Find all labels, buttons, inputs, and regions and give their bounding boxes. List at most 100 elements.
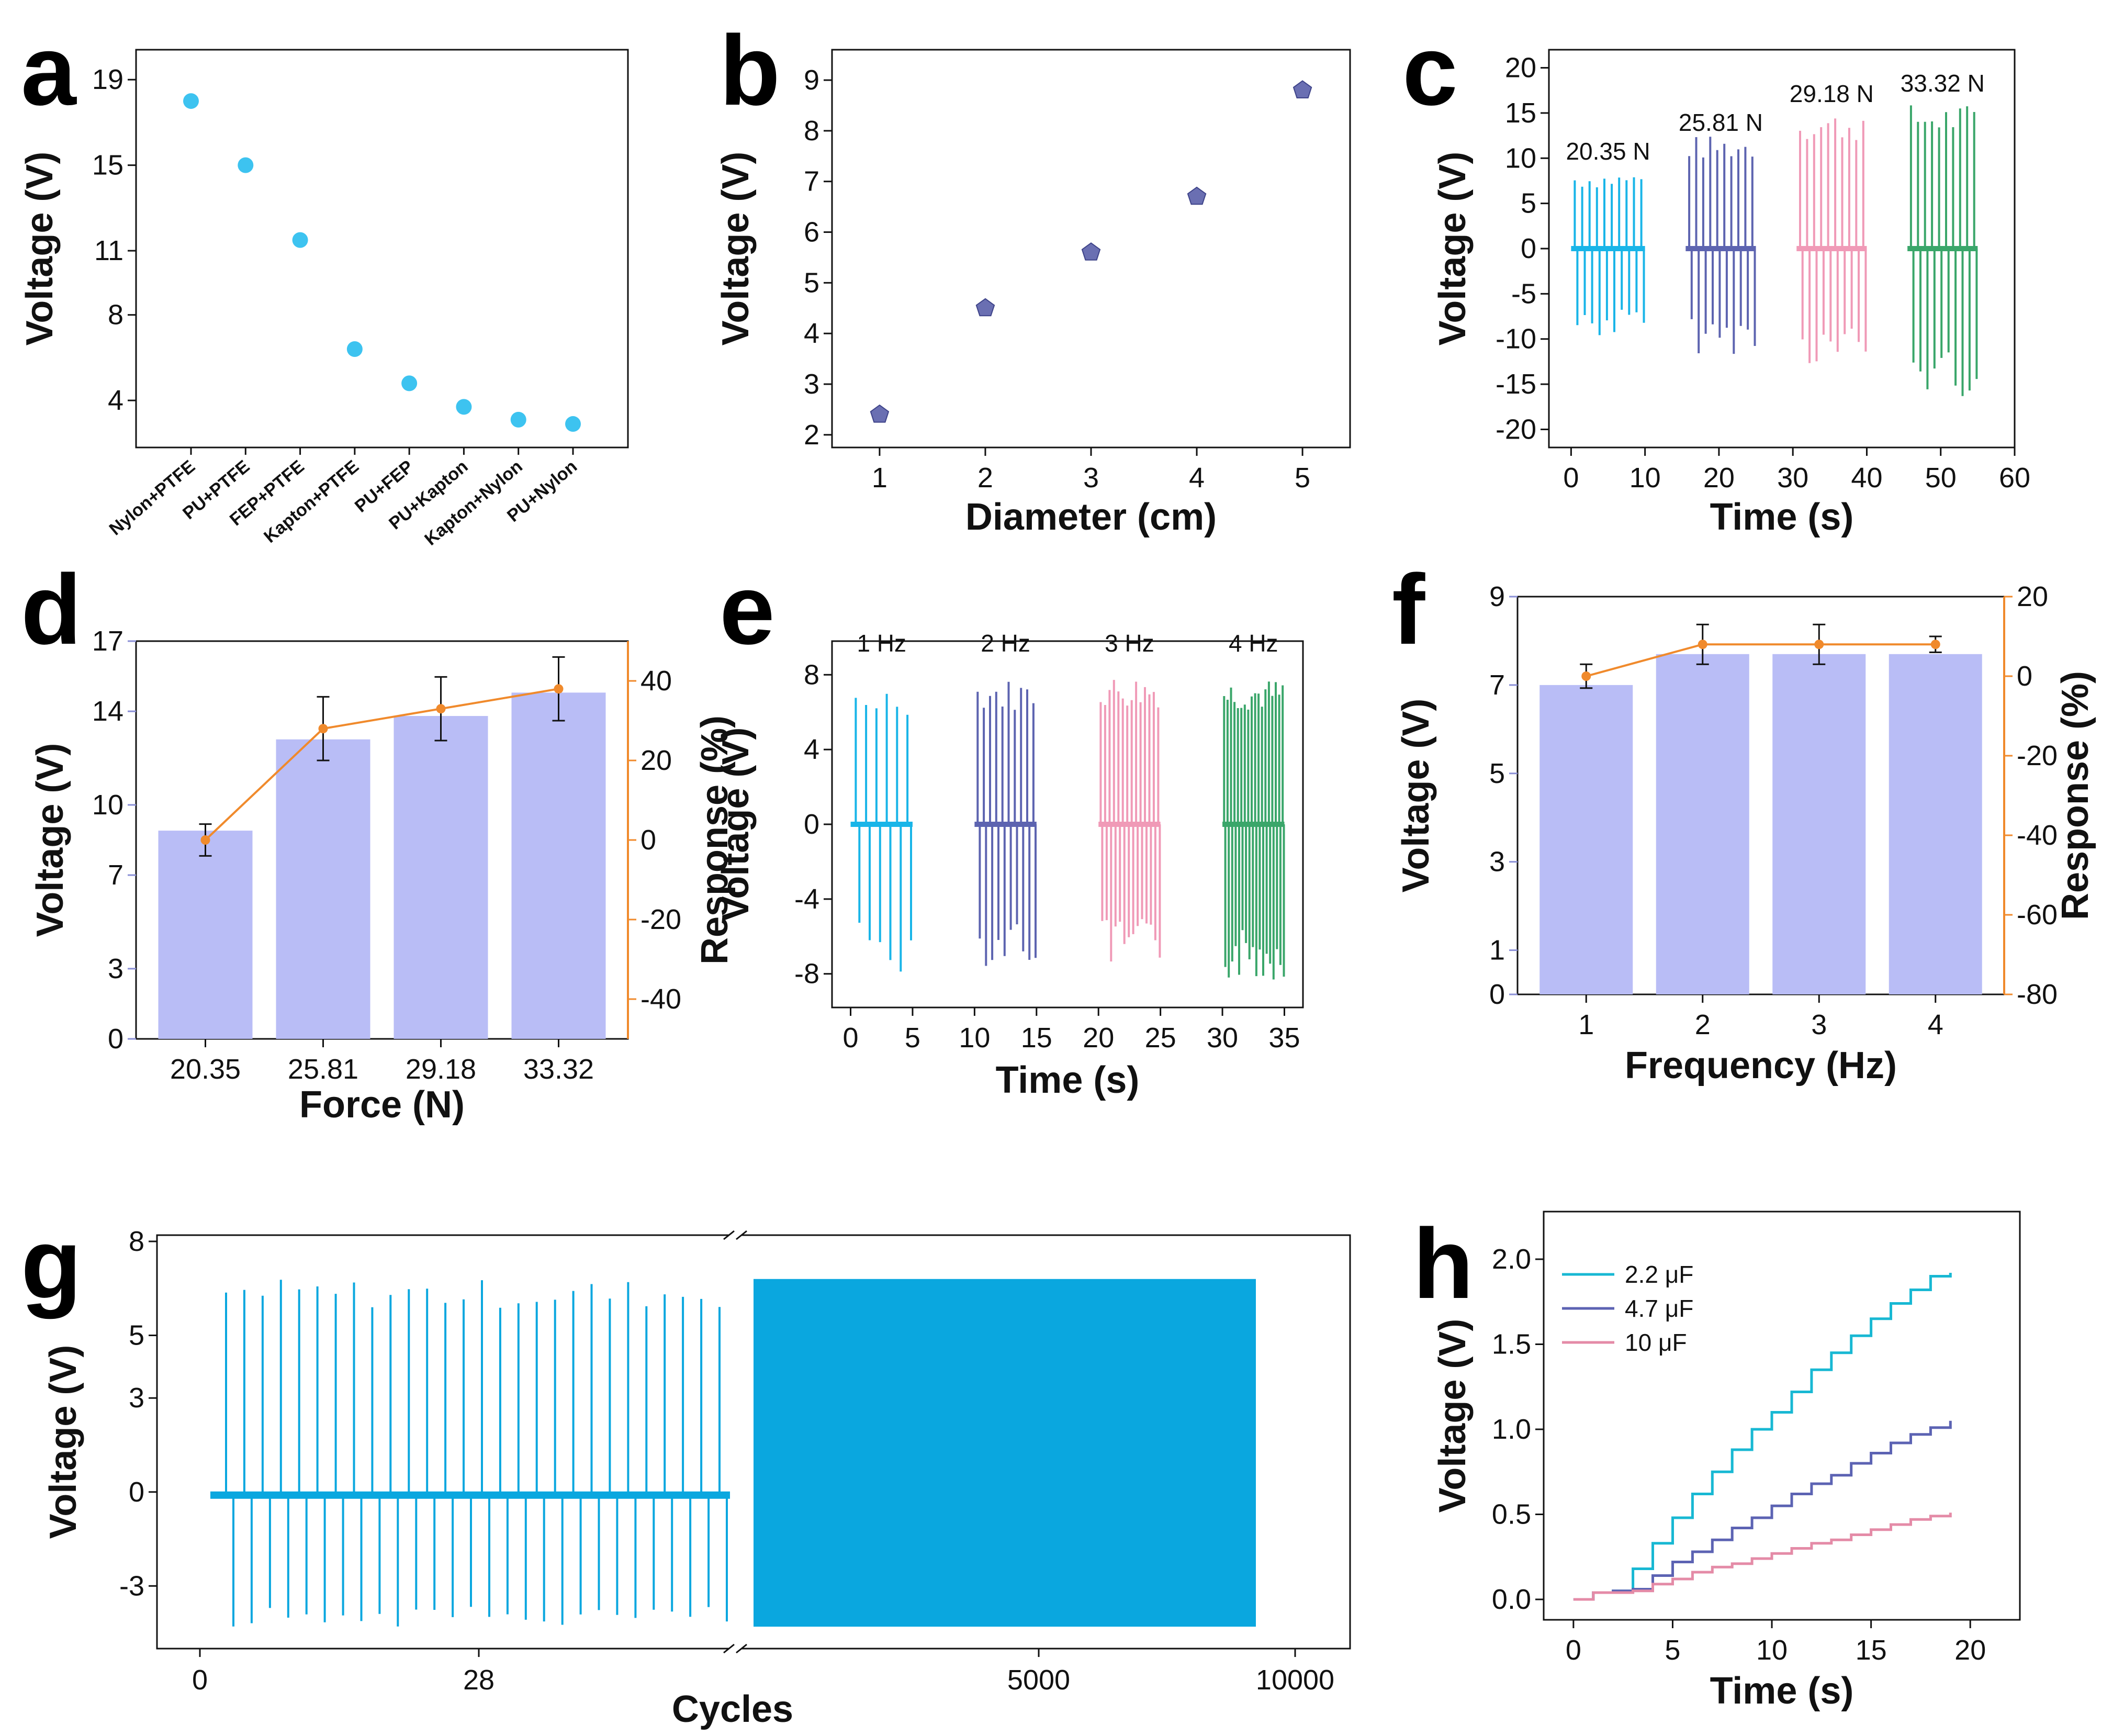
x-tick-label: 30: [1207, 1022, 1238, 1054]
axes-frame: [135, 49, 629, 449]
series-4-spikes: [1909, 105, 1978, 396]
response-point: [1930, 640, 1940, 649]
x-tick-label: 5000: [1007, 1664, 1070, 1696]
x-tick-label: 5: [1665, 1634, 1680, 1666]
x-tick-label: 0: [843, 1022, 859, 1054]
y-tick-label: 2: [804, 419, 819, 451]
x-axis-label: Time (s): [1710, 496, 1854, 538]
panel-label-c: c: [1402, 15, 1458, 126]
y-tick-label: 17: [92, 625, 123, 657]
x-tick-label: 40: [1851, 462, 1882, 494]
bar: [276, 739, 370, 1039]
response-point: [200, 835, 210, 845]
x-tick-label: 28: [463, 1664, 495, 1696]
x-tick-label: 10: [1756, 1634, 1788, 1666]
y-tick-label: 9: [804, 64, 819, 96]
y-tick-label: 0.5: [1492, 1499, 1531, 1530]
y2-tick-label: -40: [640, 983, 681, 1015]
legend-label: 4.7 μF: [1625, 1295, 1693, 1322]
y-axis-label: Voltage (V): [29, 743, 71, 937]
chart-panel-f: 1 2 3 4 0 1 3 5 7 9 -80 -60 -40 -20 0 20 Voltage (V) Resp…: [1395, 581, 2096, 1087]
y-tick-label: 11: [94, 235, 123, 266]
chart-panel-c: -20 -15 -10 -5 0 5 10 15 20 0 10 20 30 40 50 60 Voltage …: [1432, 49, 2030, 538]
y-tick-label: 1.5: [1492, 1329, 1531, 1360]
data-point: [975, 298, 995, 317]
series-label: 2 Hz: [981, 630, 1030, 657]
x-axis-label: Cycles: [672, 1688, 793, 1730]
x-tick-label: 10: [1629, 462, 1661, 494]
y-tick-label: 3: [1489, 846, 1505, 878]
bar: [394, 716, 488, 1039]
y2-tick-label: -80: [2017, 979, 2058, 1010]
x-tick-label: 3: [1083, 462, 1099, 494]
x-tick-label: 10: [959, 1022, 990, 1054]
y-tick-label: 5: [129, 1320, 144, 1351]
series-4-spikes: [1223, 681, 1285, 980]
y-axis-label: Voltage (V): [715, 152, 757, 346]
bar: [1656, 654, 1749, 994]
series-line-3: [1573, 1513, 1952, 1601]
x-tick-label: 4: [1189, 462, 1205, 494]
x-tick-label: 2: [1695, 1009, 1711, 1040]
data-point: [1293, 80, 1312, 98]
y-axis-label: Voltage (V): [1432, 152, 1474, 346]
data-point: [565, 416, 581, 432]
x-tick-label: 25.81: [288, 1054, 358, 1085]
series-line-1: [1573, 1273, 1952, 1601]
y-tick-label: 15: [1505, 97, 1536, 129]
series-label: 33.32 N: [1901, 70, 1985, 97]
dense-signal-block: [754, 1279, 1256, 1627]
data-point: [1081, 242, 1101, 261]
response-point: [1814, 640, 1824, 649]
y-tick-label: 7: [804, 166, 819, 197]
x-tick-label: 20: [1083, 1022, 1114, 1054]
x-tick-label: 5: [1295, 462, 1310, 494]
x-tick-label: 60: [1999, 462, 2030, 494]
y-tick-label: -5: [1511, 278, 1536, 309]
axes-frame: [1543, 1211, 2021, 1621]
y-tick-label: 10: [92, 789, 123, 821]
y-tick-label: 4: [804, 318, 819, 349]
y-tick-label: 3: [108, 953, 123, 984]
y-tick-label: 3: [129, 1382, 144, 1414]
x-tick-label: 25: [1145, 1022, 1176, 1054]
y-tick-label: 4: [804, 734, 819, 765]
x-tick-label: 1: [1578, 1009, 1594, 1040]
y-axis-label: Response (%): [2054, 671, 2096, 920]
series-3-spikes: [1799, 118, 1867, 363]
chart-panel-h: 0.0 0.5 1.0 1.5 2.0 0 5 10 15 20 Voltage (V) Time (…: [1432, 1211, 2021, 1712]
series-label: 4 Hz: [1229, 630, 1278, 657]
x-tick-label: 50: [1925, 462, 1957, 494]
y2-tick-label: -60: [2017, 899, 2058, 931]
y-tick-label: 7: [108, 859, 123, 891]
data-point: [510, 411, 526, 428]
y-axis-label: Response (%): [694, 715, 736, 965]
y2-tick-label: -20: [640, 904, 681, 935]
y-tick-label: -4: [794, 883, 819, 915]
panel-label-a: a: [21, 15, 77, 126]
panel-label-g: g: [21, 1208, 82, 1319]
panel-label-h: h: [1413, 1208, 1474, 1319]
series-2-spikes: [1688, 137, 1756, 354]
data-point: [346, 341, 363, 357]
x-tick-label: 10000: [1256, 1664, 1334, 1696]
y-tick-label: 2.0: [1492, 1244, 1531, 1275]
y-axis-label: Voltage (V): [19, 152, 61, 346]
panel-label-f: f: [1392, 554, 1425, 665]
y-tick-label: 8: [804, 115, 819, 147]
x-tick-label: 20: [1954, 1634, 1986, 1666]
y-tick-label: -15: [1496, 368, 1536, 400]
y-tick-label: 8: [108, 299, 123, 331]
x-tick-label: 0: [1563, 462, 1579, 494]
chart-panel-g: -3 0 3 5 8 Voltage (V) Cycles 0 28 5000 10000: [42, 1226, 1351, 1730]
x-tick-label: 2: [977, 462, 993, 494]
data-point: [292, 232, 308, 248]
y-tick-label: 1.0: [1492, 1414, 1531, 1445]
y-tick-label: 5: [1521, 188, 1536, 219]
series-label: 25.81 N: [1679, 109, 1763, 136]
x-tick-label: 5: [905, 1022, 920, 1054]
response-line: [1586, 643, 1936, 677]
series-line-2: [1573, 1420, 1952, 1601]
response-point: [436, 704, 446, 714]
